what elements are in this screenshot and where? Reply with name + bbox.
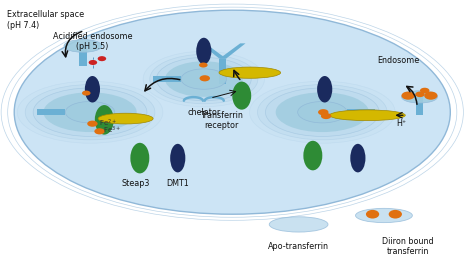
Ellipse shape bbox=[156, 57, 251, 101]
Ellipse shape bbox=[98, 56, 106, 61]
Text: DMT1: DMT1 bbox=[166, 179, 189, 187]
Text: Endosome: Endosome bbox=[377, 56, 419, 65]
Ellipse shape bbox=[257, 84, 387, 140]
Ellipse shape bbox=[89, 60, 97, 65]
Ellipse shape bbox=[232, 82, 251, 110]
FancyBboxPatch shape bbox=[153, 76, 181, 82]
Ellipse shape bbox=[269, 217, 328, 232]
Ellipse shape bbox=[200, 75, 210, 81]
Ellipse shape bbox=[219, 67, 281, 78]
Ellipse shape bbox=[44, 92, 137, 132]
Text: Transferrin
receptor: Transferrin receptor bbox=[200, 111, 243, 130]
Polygon shape bbox=[200, 43, 226, 59]
Ellipse shape bbox=[94, 128, 105, 134]
Ellipse shape bbox=[64, 40, 102, 52]
Ellipse shape bbox=[14, 10, 450, 214]
FancyBboxPatch shape bbox=[37, 109, 65, 115]
Ellipse shape bbox=[130, 143, 149, 173]
Ellipse shape bbox=[401, 92, 415, 100]
Ellipse shape bbox=[196, 38, 211, 64]
Ellipse shape bbox=[366, 210, 379, 219]
Ellipse shape bbox=[415, 92, 425, 97]
Ellipse shape bbox=[249, 81, 395, 143]
Text: $\mathsf{Fe^{2+}}$: $\mathsf{Fe^{2+}}$ bbox=[99, 118, 117, 129]
Ellipse shape bbox=[98, 113, 153, 124]
Ellipse shape bbox=[317, 76, 332, 102]
Ellipse shape bbox=[165, 61, 243, 97]
Text: H⁺: H⁺ bbox=[396, 119, 406, 128]
Ellipse shape bbox=[329, 110, 405, 121]
Text: Apo-transferrin: Apo-transferrin bbox=[268, 242, 329, 251]
Text: Diiron bound
transferrin: Diiron bound transferrin bbox=[382, 237, 433, 256]
Ellipse shape bbox=[303, 141, 322, 170]
Ellipse shape bbox=[87, 121, 98, 127]
Ellipse shape bbox=[25, 84, 155, 140]
Polygon shape bbox=[219, 43, 246, 59]
Ellipse shape bbox=[318, 109, 328, 115]
FancyBboxPatch shape bbox=[416, 97, 423, 115]
Ellipse shape bbox=[424, 92, 438, 100]
Ellipse shape bbox=[420, 88, 429, 93]
Ellipse shape bbox=[17, 81, 163, 143]
Ellipse shape bbox=[85, 76, 100, 102]
FancyBboxPatch shape bbox=[347, 109, 375, 115]
Ellipse shape bbox=[170, 144, 185, 172]
Ellipse shape bbox=[350, 144, 365, 172]
Ellipse shape bbox=[33, 88, 147, 136]
Ellipse shape bbox=[65, 101, 115, 123]
Ellipse shape bbox=[199, 62, 208, 68]
Text: Extracellular space
(pH 7.4): Extracellular space (pH 7.4) bbox=[7, 10, 84, 30]
Text: chelator: chelator bbox=[187, 108, 220, 117]
Ellipse shape bbox=[82, 90, 91, 96]
FancyBboxPatch shape bbox=[219, 59, 226, 84]
Ellipse shape bbox=[298, 101, 347, 123]
Ellipse shape bbox=[356, 208, 412, 223]
Text: Acidified endosome
(pH 5.5): Acidified endosome (pH 5.5) bbox=[53, 32, 132, 51]
Text: $\mathsf{Fe^{3+}}$: $\mathsf{Fe^{3+}}$ bbox=[103, 125, 121, 136]
Ellipse shape bbox=[143, 51, 264, 107]
Ellipse shape bbox=[401, 91, 438, 103]
FancyBboxPatch shape bbox=[79, 46, 87, 66]
Ellipse shape bbox=[389, 210, 402, 219]
Text: Steap3: Steap3 bbox=[122, 179, 150, 187]
Ellipse shape bbox=[276, 92, 369, 132]
Ellipse shape bbox=[95, 105, 114, 135]
Ellipse shape bbox=[265, 88, 379, 136]
Ellipse shape bbox=[321, 113, 331, 119]
Ellipse shape bbox=[181, 69, 227, 89]
Ellipse shape bbox=[150, 54, 258, 104]
